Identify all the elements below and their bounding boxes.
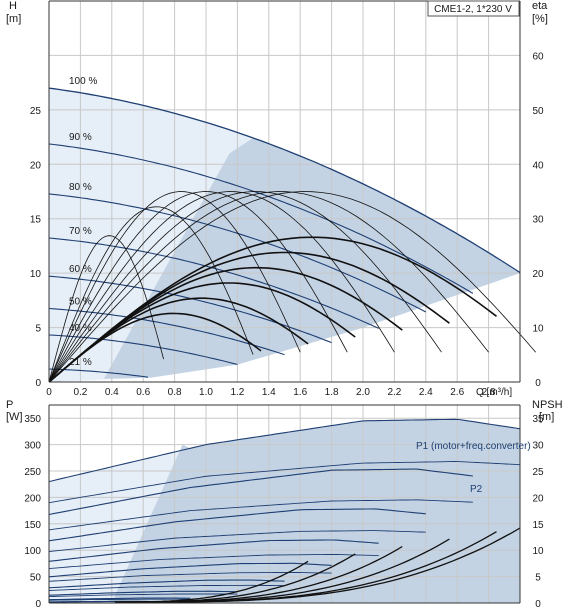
p-tick-label: 50	[30, 573, 42, 584]
speed-label: 60 %	[69, 264, 92, 275]
q-tick-label: 0.6	[136, 387, 150, 398]
q-tick-label: 1.2	[230, 387, 244, 398]
chart-title: CME1-2, 1*230 V	[434, 4, 512, 15]
p-tick-label: 0	[35, 599, 41, 610]
h-tick-label: 10	[30, 269, 42, 280]
npsh-axis-label: NPSH	[532, 399, 563, 411]
npsh-tick-label: 10	[532, 546, 544, 557]
q-tick-label: 0.4	[105, 387, 119, 398]
eta-tick-label: 0	[535, 378, 541, 389]
q-tick-label: 0.2	[73, 387, 87, 398]
p-axis-label: P	[6, 399, 13, 411]
speed-label: 80 %	[69, 182, 92, 193]
h-tick-label: 25	[30, 106, 42, 117]
q-tick-label: 1.4	[262, 387, 276, 398]
eta-tick-label: 10	[532, 324, 544, 335]
npsh-tick-label: 20	[532, 493, 544, 504]
h-axis-unit: [m]	[6, 13, 21, 25]
q-tick-label: 0	[46, 387, 52, 398]
npsh-tick-label: 5	[535, 573, 541, 584]
npsh-tick-label: 15	[532, 520, 544, 531]
eta-axis-unit: [%]	[532, 13, 548, 25]
q-tick-label: 2.2	[387, 387, 401, 398]
p-tick-label: 300	[24, 441, 41, 452]
eta-tick-label: 60	[532, 51, 544, 62]
q-tick-label: 2.0	[356, 387, 370, 398]
h-tick-label: 5	[35, 324, 41, 335]
npsh-axis-unit: [m]	[539, 411, 554, 423]
p2-series-label: P2	[470, 484, 483, 495]
p1-series-label: P1 (motor+freq.converter)	[416, 441, 531, 452]
h-tick-label: 15	[30, 215, 42, 226]
qh-area-group	[49, 88, 520, 382]
speed-label: 100 %	[69, 76, 97, 87]
npsh-tick-label: 25	[532, 467, 544, 478]
npsh-tick-label: 30	[532, 441, 544, 452]
eta-tick-label: 50	[532, 106, 544, 117]
q-tick-label: 1.8	[325, 387, 339, 398]
npsh-tick-label: 0	[535, 599, 541, 610]
q-tick-label: 2.4	[419, 387, 433, 398]
speed-label: 70 %	[69, 226, 92, 237]
p-axis-unit: [W]	[6, 411, 23, 423]
q-tick-label: 2.6	[450, 387, 464, 398]
speed-label: 90 %	[69, 132, 92, 143]
eta-tick-label: 40	[532, 160, 544, 171]
eta-tick-label: 20	[532, 269, 544, 280]
q-tick-label: 0.8	[168, 387, 182, 398]
p-tick-label: 250	[24, 467, 41, 478]
eta-tick-label: 30	[532, 215, 544, 226]
p-tick-label: 350	[24, 414, 41, 425]
q-axis-label: Q [m³/h]	[476, 387, 512, 398]
eta-axis-label: eta	[532, 0, 548, 12]
p-tick-label: 100	[24, 546, 41, 557]
q-tick-label: 1.0	[199, 387, 213, 398]
q-tick-label: 1.6	[293, 387, 307, 398]
h-tick-label: 20	[30, 160, 42, 171]
speed-label: 40 %	[69, 323, 92, 334]
h-axis-label: H	[9, 0, 17, 12]
h-tick-label: 0	[35, 378, 41, 389]
p-tick-label: 200	[24, 493, 41, 504]
p-tick-label: 150	[24, 520, 41, 531]
